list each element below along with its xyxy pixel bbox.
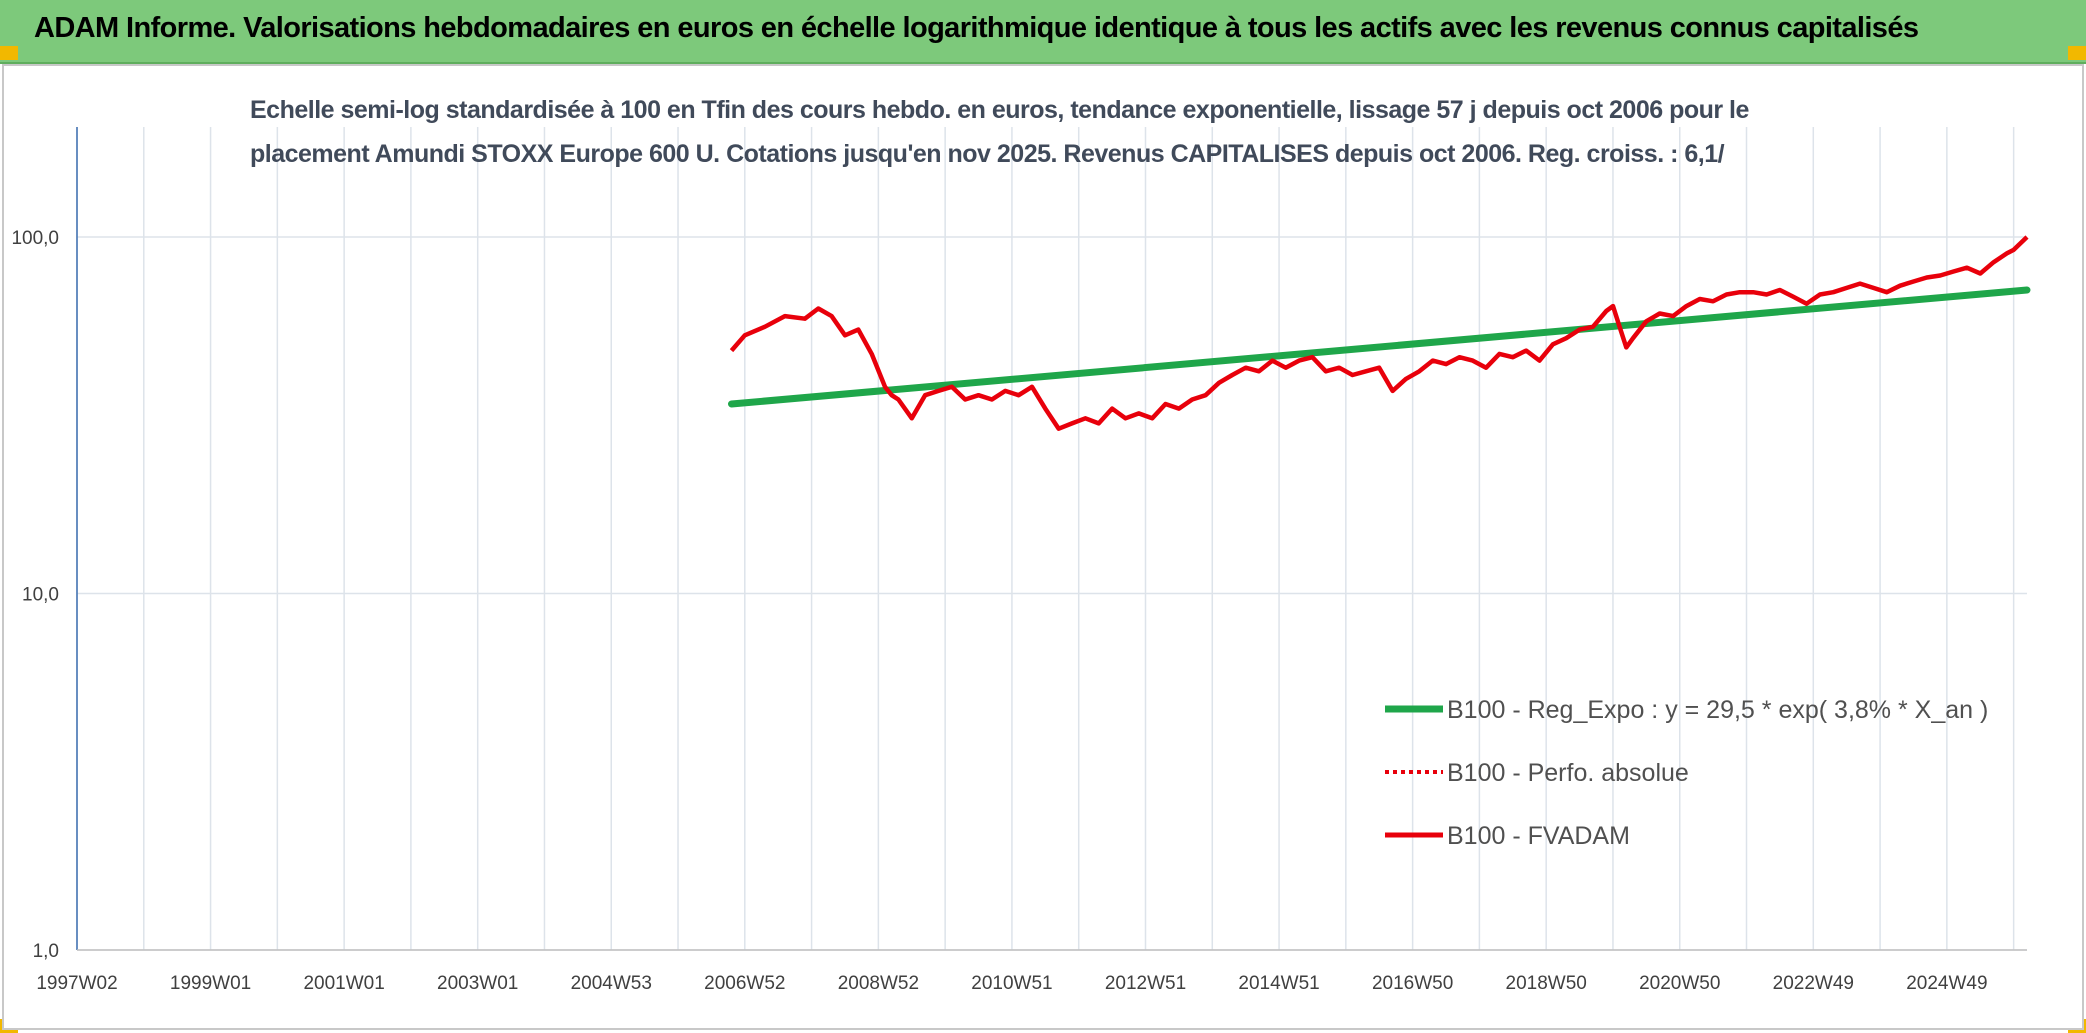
x-tick-label: 2010W51	[971, 973, 1052, 994]
y-tick-label: 1,0	[33, 941, 59, 962]
y-tick-label: 10,0	[22, 585, 59, 606]
corner-accent-right	[2068, 46, 2086, 60]
y-tick-label: 100,0	[11, 228, 59, 249]
report-header: ADAM Informe. Valorisations hebdomadaire…	[0, 0, 2086, 64]
regression-line	[728, 286, 2031, 408]
grid	[76, 127, 2027, 951]
corner-accent-left	[0, 46, 18, 60]
chart-title-line-1: Echelle semi-log standardisée à 100 en T…	[250, 96, 1749, 124]
x-tick-label: 2020W50	[1639, 973, 1720, 994]
x-tick-label: 2001W01	[303, 973, 384, 994]
x-tick-label: 2012W51	[1105, 973, 1186, 994]
x-tick-label: 2006W52	[704, 973, 785, 994]
x-tick-label: 1997W02	[36, 973, 117, 994]
x-tick-label: 2014W51	[1238, 973, 1319, 994]
series-group	[728, 235, 2031, 431]
x-tick-label: 2018W50	[1506, 973, 1587, 994]
chart-title-line-2: placement Amundi STOXX Europe 600 U. Cot…	[250, 140, 1725, 168]
report-title: ADAM Informe. Valorisations hebdomadaire…	[34, 12, 1919, 44]
x-tick-label: 2008W52	[838, 973, 919, 994]
x-tick-label: 2024W49	[1906, 973, 1987, 994]
axes: 1,0 10,0 100,0 1997W02 1999W01 2001W01 2003W01…	[11, 127, 2027, 994]
x-tick-label: 2004W53	[571, 973, 652, 994]
chart-title: Echelle semi-log standardisée à 100 en T…	[250, 88, 1749, 176]
legend-label: B100 - Perfo. absolue	[1447, 759, 1689, 787]
legend-label: B100 - FVADAM	[1447, 822, 1630, 850]
x-tick-label: 2003W01	[437, 973, 518, 994]
fvadam-line	[729, 235, 2029, 431]
legend: B100 - Reg_Expo : y = 29,5 * exp( 3,8% *…	[1385, 696, 1988, 850]
x-tick-label: 2016W50	[1372, 973, 1453, 994]
x-tick-label: 2022W49	[1773, 973, 1854, 994]
x-tick-label: 1999W01	[170, 973, 251, 994]
legend-label: B100 - Reg_Expo : y = 29,5 * exp( 3,8% *…	[1447, 696, 1988, 724]
chart-frame	[2, 64, 2084, 1030]
